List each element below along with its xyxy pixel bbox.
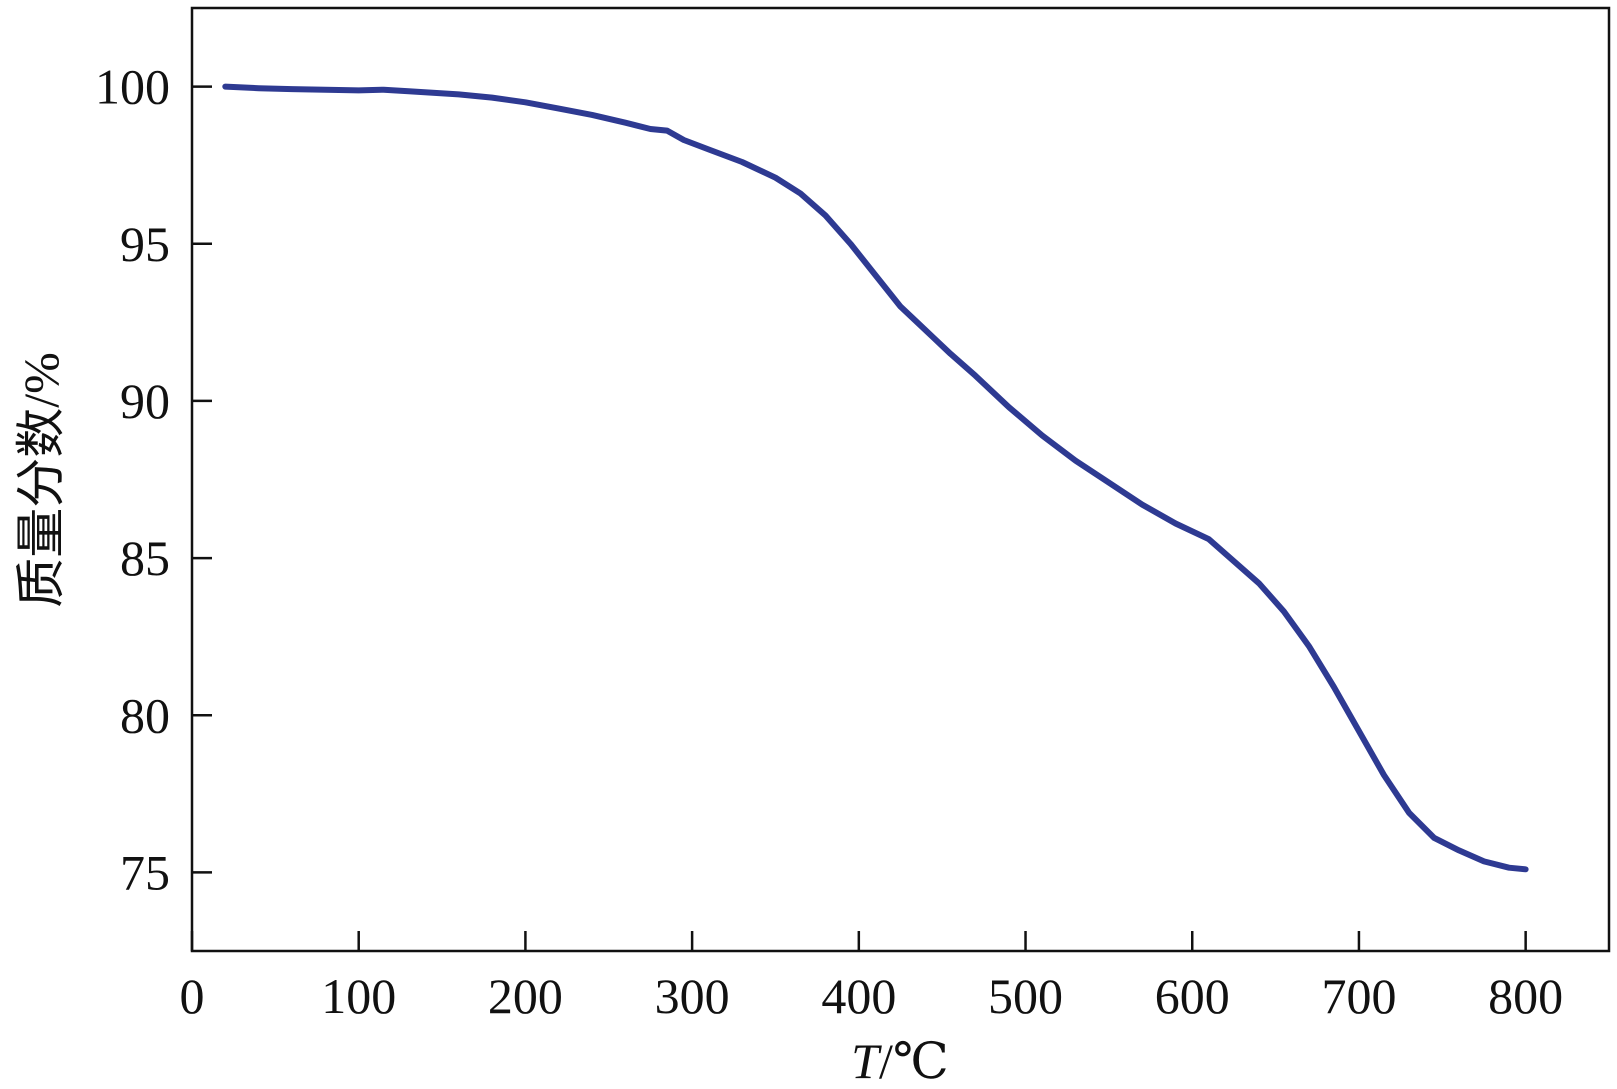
x-axis-title: T/℃ [851, 1033, 949, 1089]
x-tick-label: 100 [321, 968, 396, 1024]
plot-frame [190, 6, 1611, 953]
x-tick-label: 700 [1321, 968, 1396, 1024]
x-tick-label: 600 [1155, 968, 1230, 1024]
y-tick-label: 90 [120, 373, 170, 429]
x-axis-unit: /℃ [879, 1033, 949, 1089]
x-tick-label: 500 [988, 968, 1063, 1024]
y-tick-label: 75 [120, 844, 170, 900]
series-line-mass-fraction [222, 83, 1529, 873]
x-tick-label: 200 [488, 968, 563, 1024]
y-axis-title: 质量分数/% [13, 352, 69, 608]
y-tick-label: 80 [120, 687, 170, 743]
x-tick-label: 800 [1488, 968, 1563, 1024]
y-axis-ticks [192, 85, 212, 874]
x-tick-label: 300 [655, 968, 730, 1024]
y-tick-label: 100 [95, 59, 170, 115]
x-tick-label: 400 [821, 968, 896, 1024]
y-tick-label: 95 [120, 216, 170, 272]
x-axis-var: T [851, 1033, 882, 1089]
x-axis-ticks [190, 931, 1527, 951]
y-tick-label: 85 [120, 530, 170, 586]
x-tick-label: 0 [180, 968, 205, 1024]
y-axis-tick-labels: 75 80 85 90 95 100 [95, 59, 170, 901]
x-axis-tick-labels: 0 100 200 300 400 500 600 700 800 [180, 968, 1564, 1024]
